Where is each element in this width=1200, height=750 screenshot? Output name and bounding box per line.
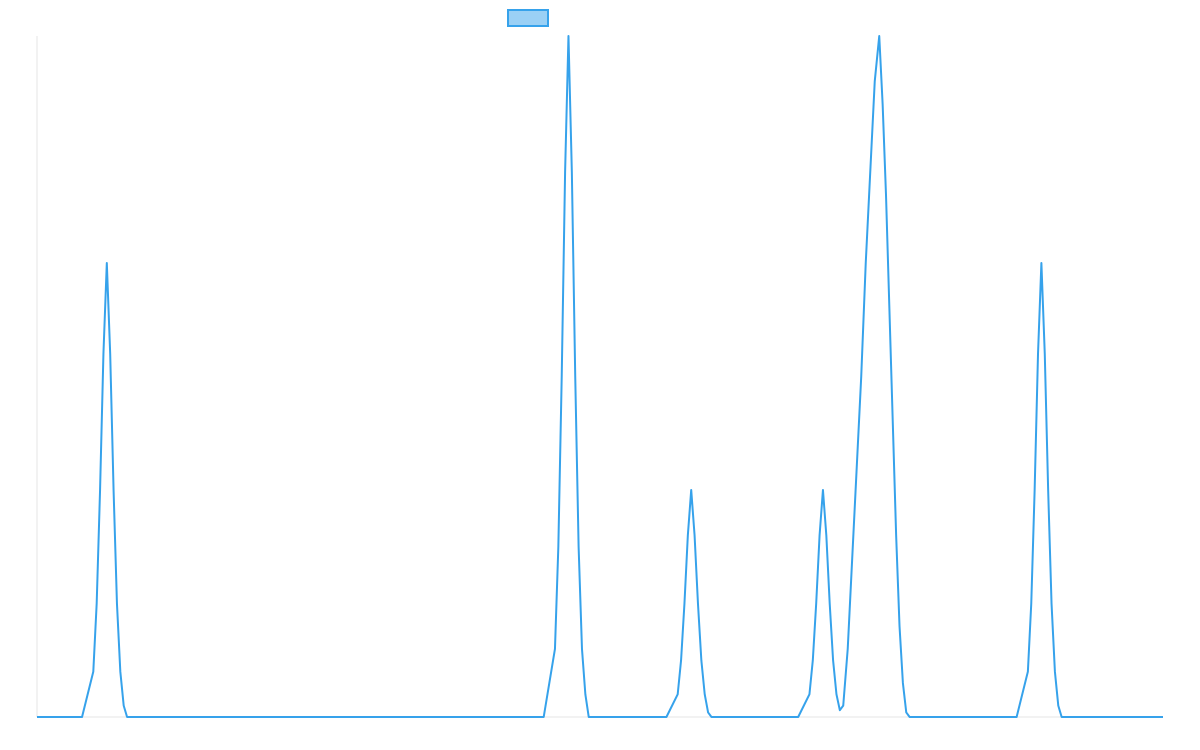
legend-swatch[interactable] bbox=[507, 9, 549, 27]
series-line-0[interactable] bbox=[37, 35, 1163, 718]
series-layer bbox=[37, 35, 1163, 718]
